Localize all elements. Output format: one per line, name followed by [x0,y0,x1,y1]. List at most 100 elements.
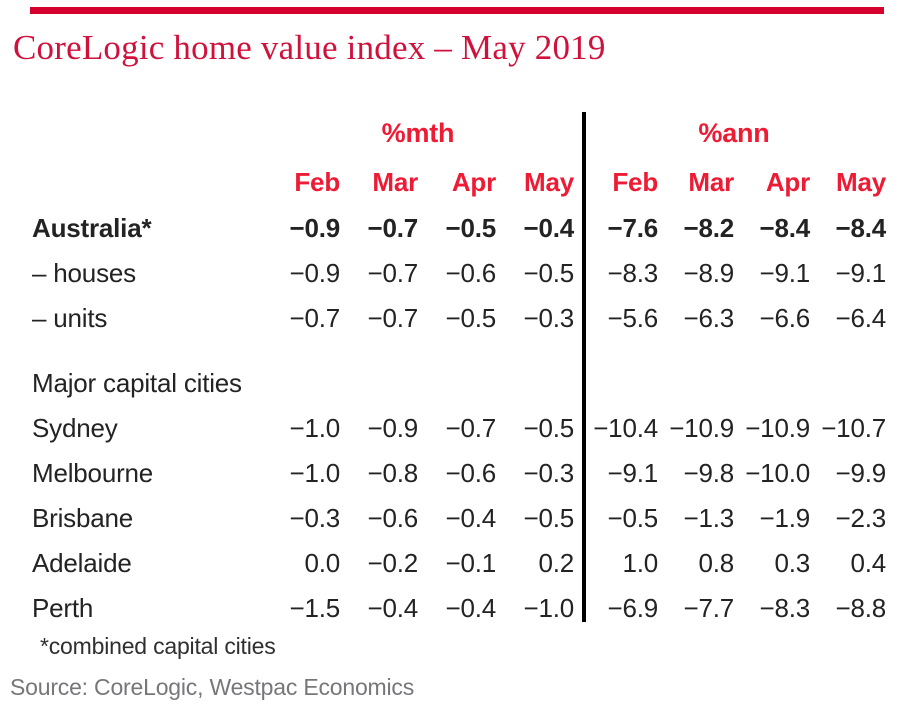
value-ann: −8.9 [683,258,734,288]
value-ann: −9.8 [683,458,734,488]
value-ann: −10.0 [745,458,810,488]
month-col-header: Mar [372,167,418,197]
value-ann: −8.2 [683,213,734,243]
month-col-header: May [836,167,886,197]
month-col-header: May [524,167,574,197]
value-mth: −0.3 [523,458,574,488]
home-value-table: %mth %ann Feb Mar Apr May Feb Mar Apr May Austr… [32,110,892,631]
value-mth: 0.0 [304,548,340,578]
value-mth: −0.7 [367,258,418,288]
row-label: Sydney [32,413,118,443]
value-ann: −7.7 [683,593,734,623]
value-mth: −1.5 [289,593,340,623]
value-mth: −0.5 [523,413,574,443]
value-mth: −1.0 [289,458,340,488]
value-ann: −8.8 [835,593,886,623]
value-ann: −1.9 [759,503,810,533]
value-mth: −0.4 [445,503,496,533]
value-mth: −1.0 [523,593,574,623]
value-mth: −0.5 [445,213,496,243]
value-mth: −1.0 [289,413,340,443]
value-ann: 0.8 [698,548,734,578]
month-header-row: Feb Mar Apr May Feb Mar Apr May [32,156,892,206]
section-header-row: Major capital cities [32,361,892,406]
value-mth: −0.7 [445,413,496,443]
value-ann: −6.9 [607,593,658,623]
value-mth: −0.5 [523,258,574,288]
value-ann: −0.5 [607,503,658,533]
value-mth: −0.6 [367,503,418,533]
value-ann: 0.4 [850,548,886,578]
value-ann: −6.6 [759,303,810,333]
value-mth: −0.8 [367,458,418,488]
value-ann: −8.3 [759,593,810,623]
row-label: Brisbane [32,503,134,533]
value-ann: −9.1 [607,458,658,488]
value-mth: 0.2 [538,548,574,578]
month-col-header: Apr [765,167,810,197]
month-col-header: Apr [451,167,496,197]
table-body: Australia* −0.9 −0.7 −0.5 −0.4 −7.6 −8.2 −8.4 −8… [32,206,892,631]
value-ann: −8.3 [607,258,658,288]
value-ann: −6.3 [683,303,734,333]
value-ann: −10.7 [821,413,886,443]
value-ann: −9.1 [759,258,810,288]
row-label: Australia* [32,213,152,243]
value-ann: 0.3 [774,548,810,578]
value-ann: −10.9 [669,413,734,443]
value-mth: −0.4 [367,593,418,623]
value-mth: −0.1 [445,548,496,578]
row-label: Adelaide [32,548,132,578]
table-row: Adelaide 0.0 −0.2 −0.1 0.2 1.0 0.8 0.3 0.4 [32,541,892,586]
value-mth: −0.7 [289,303,340,333]
table-row: Australia* −0.9 −0.7 −0.5 −0.4 −7.6 −8.2 −8.4 −8… [32,206,892,251]
value-mth: −0.6 [445,458,496,488]
value-ann: −2.3 [835,503,886,533]
value-ann: 1.0 [622,548,658,578]
value-mth: −0.9 [367,413,418,443]
table-row: Melbourne −1.0 −0.8 −0.6 −0.3 −9.1 −9.8 −10.0 −9… [32,451,892,496]
value-mth: −0.3 [523,303,574,333]
value-ann: −1.3 [683,503,734,533]
row-label: Melbourne [32,458,154,488]
value-mth: −0.5 [445,303,496,333]
footnote: *combined capital cities [40,633,276,659]
value-mth: −0.2 [367,548,418,578]
month-col-header: Mar [688,167,734,197]
value-mth: −0.4 [523,213,574,243]
col-group-ann-label: %ann [698,118,770,148]
row-label: – units [32,303,108,333]
row-label: Major capital cities [32,368,242,398]
value-ann: −6.4 [835,303,886,333]
col-group-mth-label: %mth [381,118,455,148]
value-ann: −5.6 [607,303,658,333]
value-ann: −8.4 [759,213,810,243]
table-row: Brisbane −0.3 −0.6 −0.4 −0.5 −0.5 −1.3 −1.9 −2.3 [32,496,892,541]
row-label: – houses [32,258,136,288]
value-mth: −0.5 [523,503,574,533]
table-row: Perth −1.5 −0.4 −0.4 −1.0 −6.9 −7.7 −8.3 −8.8 [32,586,892,631]
value-ann: −8.4 [835,213,886,243]
table-row: – units −0.7 −0.7 −0.5 −0.3 −5.6 −6.3 −6.6 −6.4 [32,296,892,341]
value-ann: −10.4 [593,413,658,443]
column-group-header-row: %mth %ann [32,110,892,156]
value-mth: −0.3 [289,503,340,533]
value-ann: −10.9 [745,413,810,443]
group-divider-line [582,112,586,622]
value-ann: −7.6 [607,213,658,243]
value-mth: −0.9 [289,213,340,243]
source-line: Source: CoreLogic, Westpac Economics [10,674,415,700]
value-mth: −0.7 [367,213,418,243]
value-ann: −9.9 [835,458,886,488]
month-col-header: Feb [294,167,340,197]
value-ann: −9.1 [835,258,886,288]
row-label: Perth [32,593,94,623]
page-title: CoreLogic home value index – May 2019 [13,28,606,67]
value-mth: −0.4 [445,593,496,623]
value-mth: −0.9 [289,258,340,288]
table-row: – houses −0.9 −0.7 −0.6 −0.5 −8.3 −8.9 −9.1 −9.1 [32,251,892,296]
value-mth: −0.6 [445,258,496,288]
top-accent-bar [30,7,884,14]
table-row: Sydney −1.0 −0.9 −0.7 −0.5 −10.4 −10.9 −10.9 −10… [32,406,892,451]
